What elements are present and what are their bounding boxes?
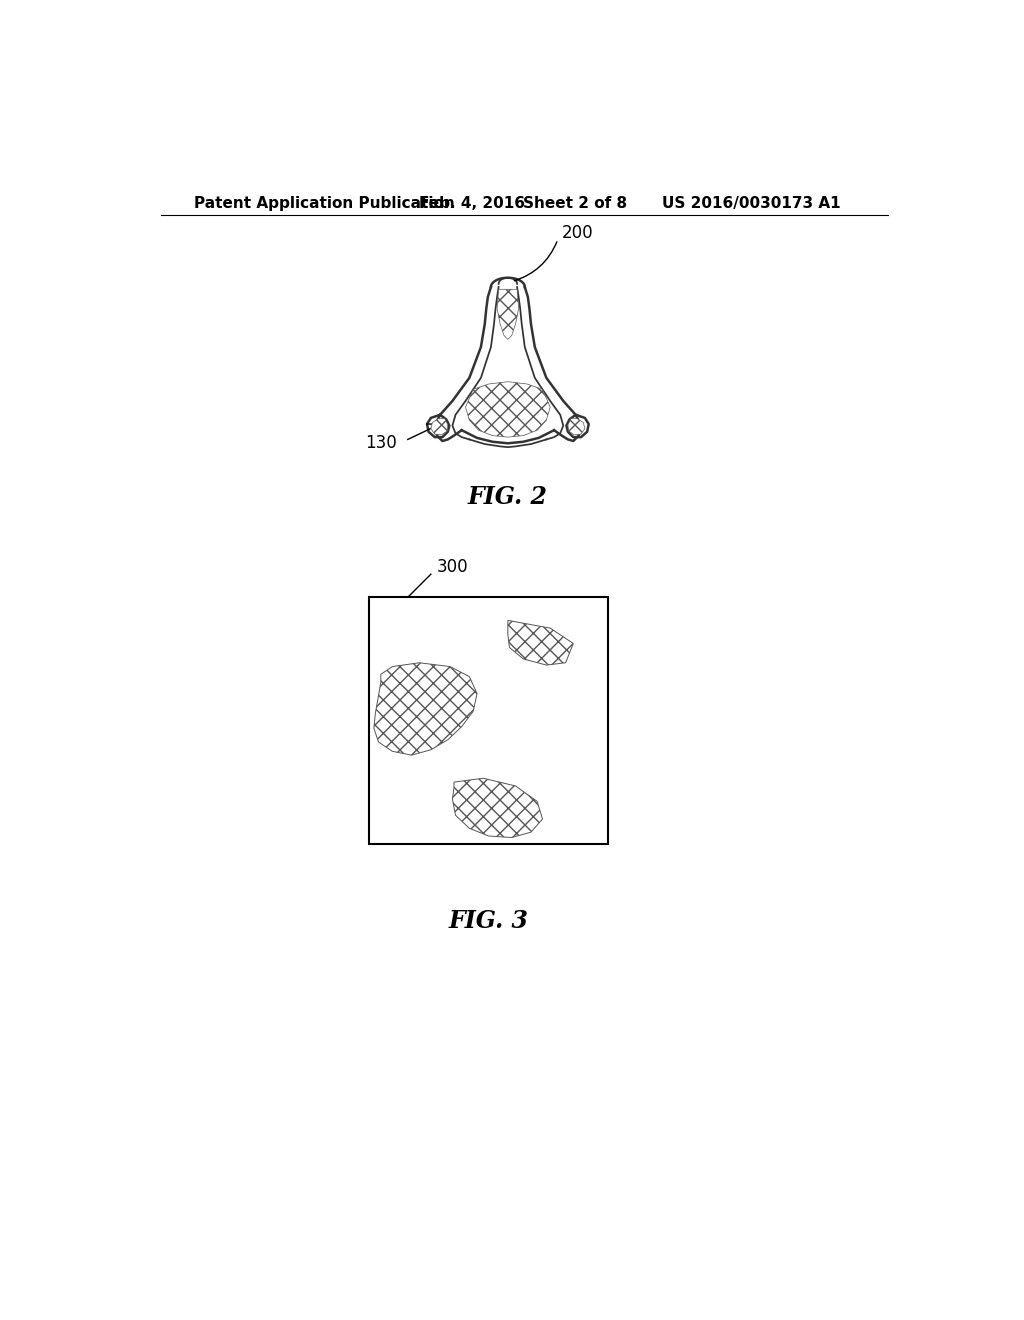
- Text: 200: 200: [562, 224, 593, 242]
- Text: FIG. 3: FIG. 3: [449, 908, 528, 933]
- Text: 130: 130: [366, 434, 397, 453]
- Text: Patent Application Publication: Patent Application Publication: [194, 195, 455, 211]
- Text: Feb. 4, 2016: Feb. 4, 2016: [419, 195, 525, 211]
- Polygon shape: [453, 779, 543, 838]
- Bar: [370, 597, 608, 843]
- Text: Sheet 2 of 8: Sheet 2 of 8: [523, 195, 628, 211]
- Polygon shape: [431, 418, 447, 434]
- Text: FIG. 2: FIG. 2: [468, 486, 548, 510]
- Text: US 2016/0030173 A1: US 2016/0030173 A1: [662, 195, 841, 211]
- Text: 300: 300: [436, 557, 468, 576]
- Polygon shape: [568, 418, 585, 434]
- Polygon shape: [497, 289, 518, 339]
- Polygon shape: [466, 381, 550, 437]
- Polygon shape: [374, 663, 477, 755]
- Polygon shape: [508, 620, 573, 665]
